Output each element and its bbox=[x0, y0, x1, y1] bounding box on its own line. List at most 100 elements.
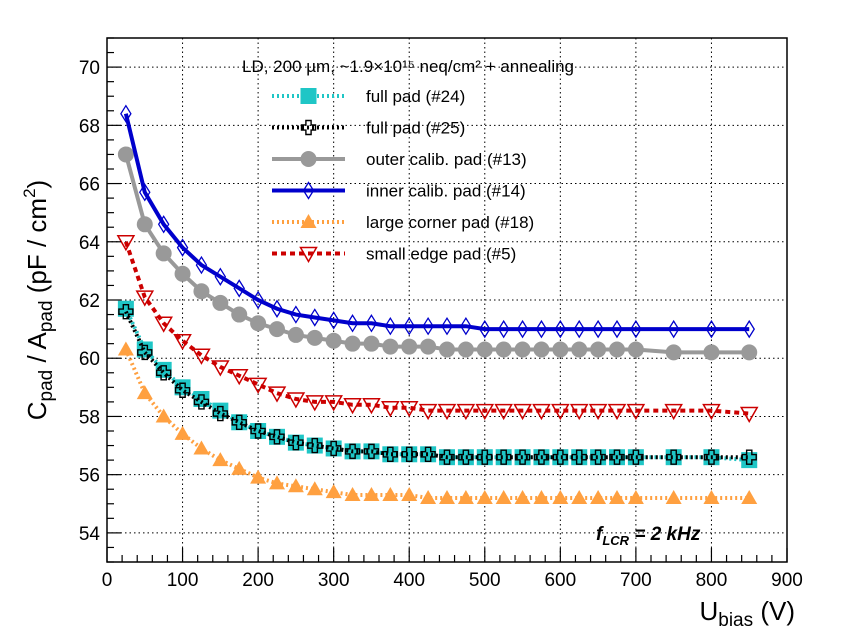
y-axis-label-a: / A bbox=[22, 332, 52, 370]
data-point-marker bbox=[286, 392, 306, 409]
data-point-marker bbox=[571, 341, 588, 358]
series-0 bbox=[117, 300, 758, 469]
data-point-marker bbox=[362, 398, 381, 415]
data-point-marker bbox=[571, 449, 587, 465]
data-point-marker bbox=[307, 437, 323, 454]
data-point-marker bbox=[325, 440, 342, 457]
data-point-marker bbox=[344, 443, 361, 460]
data-point-marker bbox=[136, 385, 153, 400]
legend-label: full pad (#24) bbox=[366, 87, 465, 106]
data-point-marker bbox=[305, 395, 325, 412]
data-point-marker bbox=[231, 414, 247, 430]
data-point-marker bbox=[231, 306, 248, 323]
data-point-marker bbox=[573, 319, 585, 339]
data-point-marker bbox=[287, 478, 304, 493]
data-point-marker bbox=[422, 316, 434, 336]
data-point-marker bbox=[476, 449, 493, 466]
annotation-f: f bbox=[596, 524, 604, 545]
x-tick-label: 600 bbox=[544, 570, 576, 591]
y-tick-label: 58 bbox=[79, 407, 100, 428]
data-point-marker bbox=[628, 449, 644, 465]
data-point-marker bbox=[609, 449, 625, 465]
y-axis-label-c: C bbox=[22, 401, 52, 420]
x-tick-label: 700 bbox=[620, 570, 652, 591]
data-point-marker bbox=[457, 489, 474, 504]
data-point-marker bbox=[267, 386, 287, 403]
data-point-marker bbox=[306, 481, 323, 496]
data-point-marker bbox=[192, 348, 211, 365]
legend-entry-3: inner calib. pad (#14) bbox=[272, 181, 526, 201]
data-point-marker bbox=[401, 338, 418, 355]
annotation-value: = 2 kHz bbox=[629, 524, 701, 545]
series-line bbox=[123, 113, 750, 332]
x-tick-label: 500 bbox=[469, 570, 501, 591]
y-tick-label: 54 bbox=[79, 524, 101, 545]
data-point-marker bbox=[476, 341, 493, 358]
data-point-marker bbox=[155, 408, 172, 423]
data-point-marker bbox=[741, 344, 758, 361]
data-point-marker bbox=[588, 403, 608, 421]
data-point-marker bbox=[269, 429, 285, 445]
data-point-marker bbox=[176, 238, 189, 257]
data-point-marker bbox=[703, 449, 720, 465]
data-point-marker bbox=[248, 377, 268, 394]
data-point-marker bbox=[344, 487, 361, 502]
data-point-marker bbox=[476, 489, 493, 504]
data-point-marker bbox=[299, 246, 318, 264]
data-point-marker bbox=[269, 475, 285, 490]
data-point-marker bbox=[514, 449, 531, 465]
data-point-marker bbox=[439, 341, 455, 358]
data-point-marker bbox=[420, 446, 437, 463]
data-point-marker bbox=[214, 267, 227, 286]
data-point-marker bbox=[552, 449, 569, 466]
data-point-marker bbox=[306, 437, 323, 454]
data-point-marker bbox=[514, 341, 531, 358]
data-point-marker bbox=[174, 382, 191, 398]
data-point-marker bbox=[250, 423, 267, 439]
data-point-marker bbox=[739, 406, 759, 424]
series-2 bbox=[117, 146, 758, 361]
axis-ticks: 0 100 200 300 400 500 600 700 800 900 54 56 58 60 62 64… bbox=[79, 37, 803, 591]
data-point-marker bbox=[306, 329, 323, 346]
data-point-marker bbox=[229, 368, 249, 386]
x-tick-label: 400 bbox=[393, 570, 425, 591]
data-point-marker bbox=[174, 425, 191, 440]
data-point-marker bbox=[302, 181, 315, 200]
legend-entry-0: full pad (#24) bbox=[272, 87, 465, 106]
data-point-marker bbox=[136, 216, 153, 233]
data-point-marker bbox=[590, 449, 607, 466]
series-5 bbox=[116, 235, 759, 424]
y-axis-label-sub1: pad bbox=[36, 370, 57, 402]
data-point-marker bbox=[611, 319, 623, 339]
data-point-marker bbox=[231, 460, 248, 475]
legend-entry-5: small edge pad (#5) bbox=[272, 245, 516, 264]
series-4 bbox=[117, 341, 758, 504]
annotation-subscript: LCR bbox=[602, 533, 629, 548]
data-point-marker bbox=[420, 446, 436, 462]
data-point-marker bbox=[250, 469, 267, 484]
data-point-marker bbox=[514, 489, 531, 504]
data-point-marker bbox=[324, 395, 343, 412]
y-axis-label-sub2: pad bbox=[36, 300, 57, 332]
y-axis-label-sup: 2 bbox=[20, 188, 39, 197]
legend-entry-4: large corner pad (#18) bbox=[272, 213, 534, 232]
data-point-marker bbox=[271, 299, 283, 318]
x-axis-label: Ubias (V) bbox=[699, 596, 795, 631]
data-point-marker bbox=[741, 452, 758, 469]
data-point-marker bbox=[250, 315, 267, 332]
data-point-marker bbox=[437, 403, 457, 421]
data-point-marker bbox=[363, 443, 380, 460]
data-point-marker bbox=[325, 484, 342, 499]
data-point-marker bbox=[117, 146, 134, 163]
data-point-marker bbox=[382, 338, 399, 355]
series-line bbox=[123, 241, 750, 416]
data-point-marker bbox=[665, 449, 682, 466]
data-point-marker bbox=[458, 449, 474, 465]
data-point-marker bbox=[399, 400, 419, 418]
data-point-marker bbox=[401, 446, 417, 462]
data-point-marker bbox=[609, 341, 625, 358]
data-point-marker bbox=[665, 449, 682, 465]
data-point-marker bbox=[287, 434, 304, 451]
data-point-marker bbox=[664, 403, 683, 421]
